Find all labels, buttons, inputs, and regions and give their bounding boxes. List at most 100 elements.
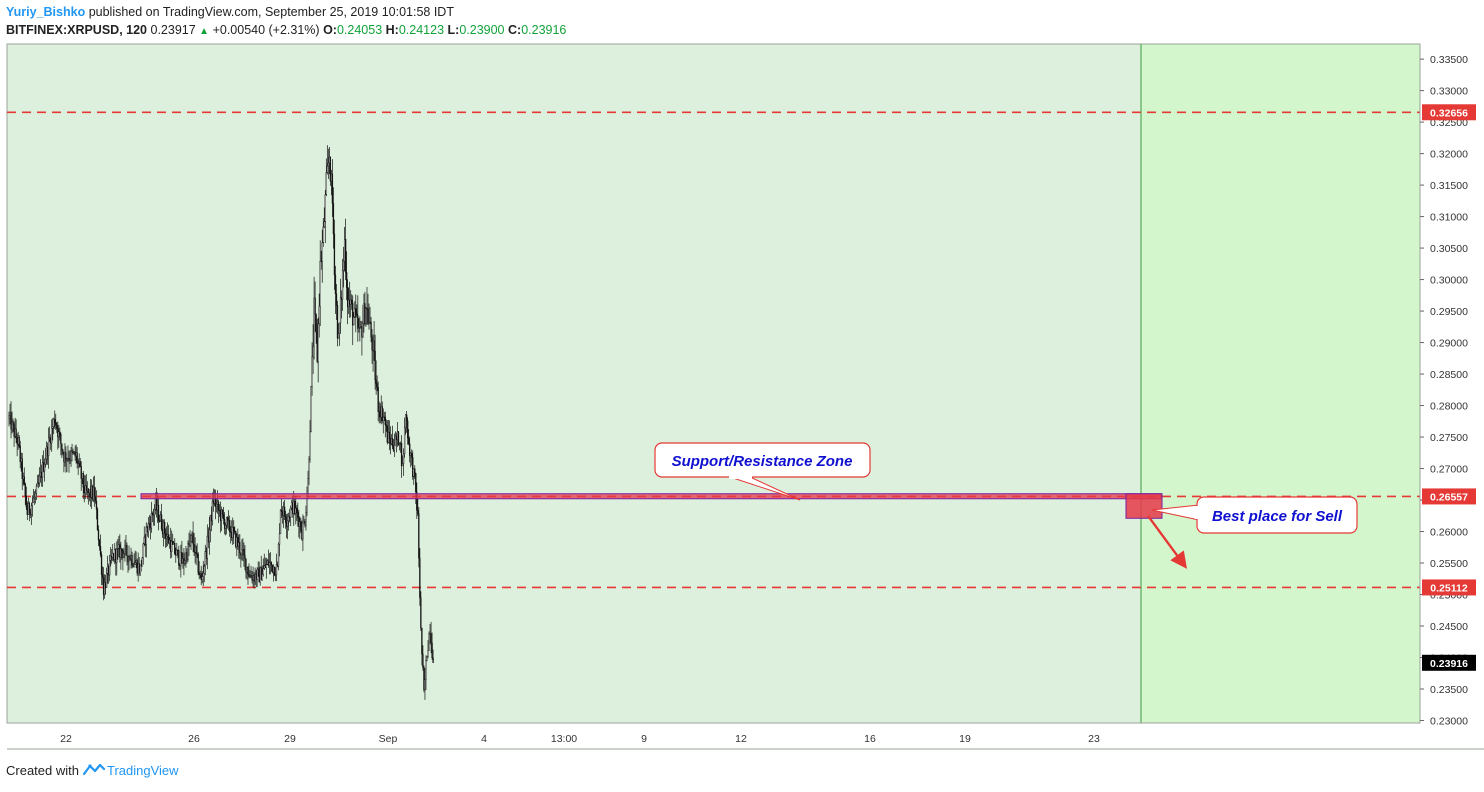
candle [132, 562, 134, 568]
author-link[interactable]: Yuriy_Bishko [6, 5, 86, 19]
candle [151, 511, 154, 523]
y-axis-panel[interactable] [1420, 44, 1484, 723]
candle [264, 557, 266, 569]
candle [20, 452, 22, 472]
support-resistance-zone[interactable] [140, 493, 1162, 500]
sell-arrow [1147, 515, 1187, 569]
candle [431, 632, 433, 660]
candle [357, 295, 359, 342]
candle [277, 542, 280, 571]
candle [394, 431, 397, 446]
candle [131, 551, 133, 569]
candle [46, 442, 49, 465]
candle [101, 566, 104, 586]
candle [273, 566, 276, 577]
candle [60, 432, 62, 456]
candle [206, 524, 208, 570]
candle [301, 520, 303, 541]
candle [38, 467, 41, 487]
candle [256, 567, 258, 588]
candle [370, 316, 372, 343]
sell-callout[interactable]: Best place for Sell [1151, 496, 1358, 534]
candle [172, 533, 174, 545]
candle [296, 505, 298, 521]
candle [230, 526, 232, 544]
candle [365, 306, 367, 327]
candle [13, 421, 15, 447]
candle [106, 555, 109, 584]
candle [149, 516, 152, 540]
candle [274, 567, 277, 582]
candle [257, 561, 259, 577]
open-label: O: [323, 23, 337, 37]
candle [123, 547, 125, 559]
candle [195, 545, 197, 566]
candle [415, 472, 417, 505]
candle [105, 567, 108, 589]
candle [45, 441, 48, 465]
candle [361, 321, 363, 356]
candle [40, 464, 43, 487]
open-value: 0.24053 [336, 23, 383, 37]
candle [117, 538, 119, 560]
candle [298, 509, 300, 538]
candle [354, 301, 356, 318]
candle [219, 501, 222, 533]
y-tick-label: 0.29500 [1430, 306, 1468, 318]
sell-label-text: Best place for Sell [1212, 508, 1343, 525]
candle [143, 526, 145, 547]
candle [221, 509, 224, 519]
candle [112, 544, 114, 561]
zone-label-text: Support/Resistance Zone [672, 453, 853, 470]
candle [349, 281, 351, 318]
candle [171, 530, 173, 558]
candle [248, 563, 250, 578]
candle [164, 528, 167, 548]
sell-zone-box[interactable] [1125, 493, 1163, 519]
candle [24, 482, 26, 505]
candle [309, 419, 311, 463]
candle [84, 475, 86, 500]
support-resistance-callout[interactable]: Support/Resistance Zone [654, 442, 871, 501]
candle [207, 527, 209, 549]
last-price-tag-label: 0.23916 [1430, 658, 1468, 670]
candle [94, 487, 97, 504]
candle [228, 510, 230, 531]
candle [175, 547, 177, 563]
candle [429, 624, 431, 645]
tradingview-logo-icon[interactable] [82, 762, 106, 779]
candle [52, 418, 54, 441]
tradingview-brand[interactable]: TradingView [106, 763, 179, 778]
candle [56, 422, 58, 433]
candle [314, 281, 316, 332]
candle [223, 512, 226, 535]
candle [141, 556, 143, 567]
candle [342, 246, 345, 288]
candle [231, 520, 233, 541]
candle [386, 420, 388, 445]
candle [21, 452, 23, 491]
candle [425, 655, 427, 690]
candle [350, 290, 352, 318]
x-tick-label: Sep [379, 733, 398, 745]
candle [124, 539, 126, 562]
candle [360, 320, 362, 329]
candle [321, 229, 323, 283]
candle [23, 467, 25, 486]
publisher-line: Yuriy_Bishko published on TradingView.co… [6, 5, 454, 19]
x-axis-panel[interactable] [7, 723, 1420, 749]
candle [100, 551, 103, 585]
candle [421, 627, 423, 666]
candle [410, 452, 412, 468]
candle [68, 450, 70, 473]
candle [51, 419, 53, 452]
candle [278, 523, 281, 557]
candle [167, 522, 169, 547]
candle [291, 499, 293, 511]
close-value: 0.23916 [521, 23, 567, 37]
candle [178, 545, 180, 570]
candle [405, 410, 408, 433]
candle [55, 413, 57, 430]
